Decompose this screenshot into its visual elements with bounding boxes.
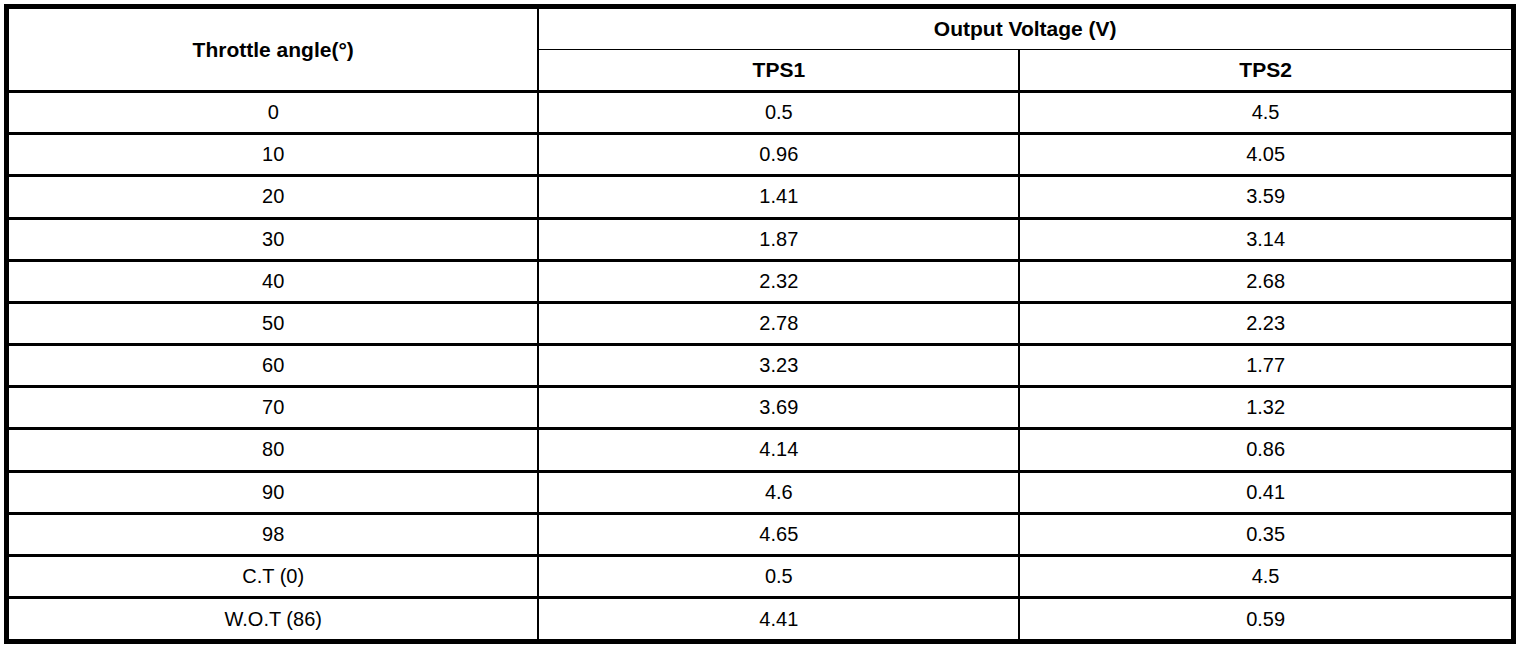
cell-tps2: 3.59 bbox=[1019, 176, 1513, 218]
table-row: 10 0.96 4.05 bbox=[7, 134, 1514, 176]
cell-tps2: 3.14 bbox=[1019, 218, 1513, 260]
cell-tps1: 3.69 bbox=[538, 387, 1019, 429]
cell-tps1: 2.78 bbox=[538, 302, 1019, 344]
tps-output-voltage-table: Throttle angle(°) Output Voltage (V) TPS… bbox=[4, 4, 1516, 644]
cell-tps2: 2.68 bbox=[1019, 260, 1513, 302]
cell-tps1: 0.5 bbox=[538, 555, 1019, 597]
cell-angle: 20 bbox=[7, 176, 539, 218]
col-header-output-voltage: Output Voltage (V) bbox=[538, 7, 1513, 50]
cell-tps1: 3.23 bbox=[538, 345, 1019, 387]
table-header: Throttle angle(°) Output Voltage (V) TPS… bbox=[7, 7, 1514, 92]
cell-tps1: 1.87 bbox=[538, 218, 1019, 260]
cell-angle: C.T (0) bbox=[7, 555, 539, 597]
col-header-tps2: TPS2 bbox=[1019, 50, 1513, 92]
cell-tps2: 0.41 bbox=[1019, 471, 1513, 513]
table-row: C.T (0) 0.5 4.5 bbox=[7, 555, 1514, 597]
cell-tps2: 4.5 bbox=[1019, 555, 1513, 597]
col-header-tps1: TPS1 bbox=[538, 50, 1019, 92]
table-row: 70 3.69 1.32 bbox=[7, 387, 1514, 429]
cell-tps2: 0.86 bbox=[1019, 429, 1513, 471]
cell-tps1: 4.6 bbox=[538, 471, 1019, 513]
table-row: 0 0.5 4.5 bbox=[7, 92, 1514, 134]
table-row: 90 4.6 0.41 bbox=[7, 471, 1514, 513]
table-row: 20 1.41 3.59 bbox=[7, 176, 1514, 218]
cell-tps1: 0.5 bbox=[538, 92, 1019, 134]
cell-angle: 90 bbox=[7, 471, 539, 513]
cell-tps1: 0.96 bbox=[538, 134, 1019, 176]
cell-angle: 10 bbox=[7, 134, 539, 176]
cell-angle: 98 bbox=[7, 513, 539, 555]
cell-angle: 40 bbox=[7, 260, 539, 302]
table-row: 80 4.14 0.86 bbox=[7, 429, 1514, 471]
cell-tps1: 1.41 bbox=[538, 176, 1019, 218]
table-body: 0 0.5 4.5 10 0.96 4.05 20 1.41 3.59 30 1… bbox=[7, 92, 1514, 642]
cell-angle: 80 bbox=[7, 429, 539, 471]
cell-tps1: 4.65 bbox=[538, 513, 1019, 555]
cell-tps2: 4.5 bbox=[1019, 92, 1513, 134]
cell-tps2: 0.59 bbox=[1019, 598, 1513, 642]
cell-tps2: 1.32 bbox=[1019, 387, 1513, 429]
table-row: 60 3.23 1.77 bbox=[7, 345, 1514, 387]
cell-tps2: 1.77 bbox=[1019, 345, 1513, 387]
cell-tps1: 2.32 bbox=[538, 260, 1019, 302]
cell-angle: 60 bbox=[7, 345, 539, 387]
cell-tps2: 4.05 bbox=[1019, 134, 1513, 176]
cell-angle: 30 bbox=[7, 218, 539, 260]
cell-tps1: 4.41 bbox=[538, 598, 1019, 642]
cell-angle: 0 bbox=[7, 92, 539, 134]
cell-tps1: 4.14 bbox=[538, 429, 1019, 471]
table-row: 98 4.65 0.35 bbox=[7, 513, 1514, 555]
cell-angle: W.O.T (86) bbox=[7, 598, 539, 642]
table-row: W.O.T (86) 4.41 0.59 bbox=[7, 598, 1514, 642]
table-row: 30 1.87 3.14 bbox=[7, 218, 1514, 260]
cell-angle: 70 bbox=[7, 387, 539, 429]
table-row: 40 2.32 2.68 bbox=[7, 260, 1514, 302]
header-row-group: Throttle angle(°) Output Voltage (V) bbox=[7, 7, 1514, 50]
cell-angle: 50 bbox=[7, 302, 539, 344]
cell-tps2: 0.35 bbox=[1019, 513, 1513, 555]
table-row: 50 2.78 2.23 bbox=[7, 302, 1514, 344]
col-header-throttle-angle: Throttle angle(°) bbox=[7, 7, 539, 92]
cell-tps2: 2.23 bbox=[1019, 302, 1513, 344]
